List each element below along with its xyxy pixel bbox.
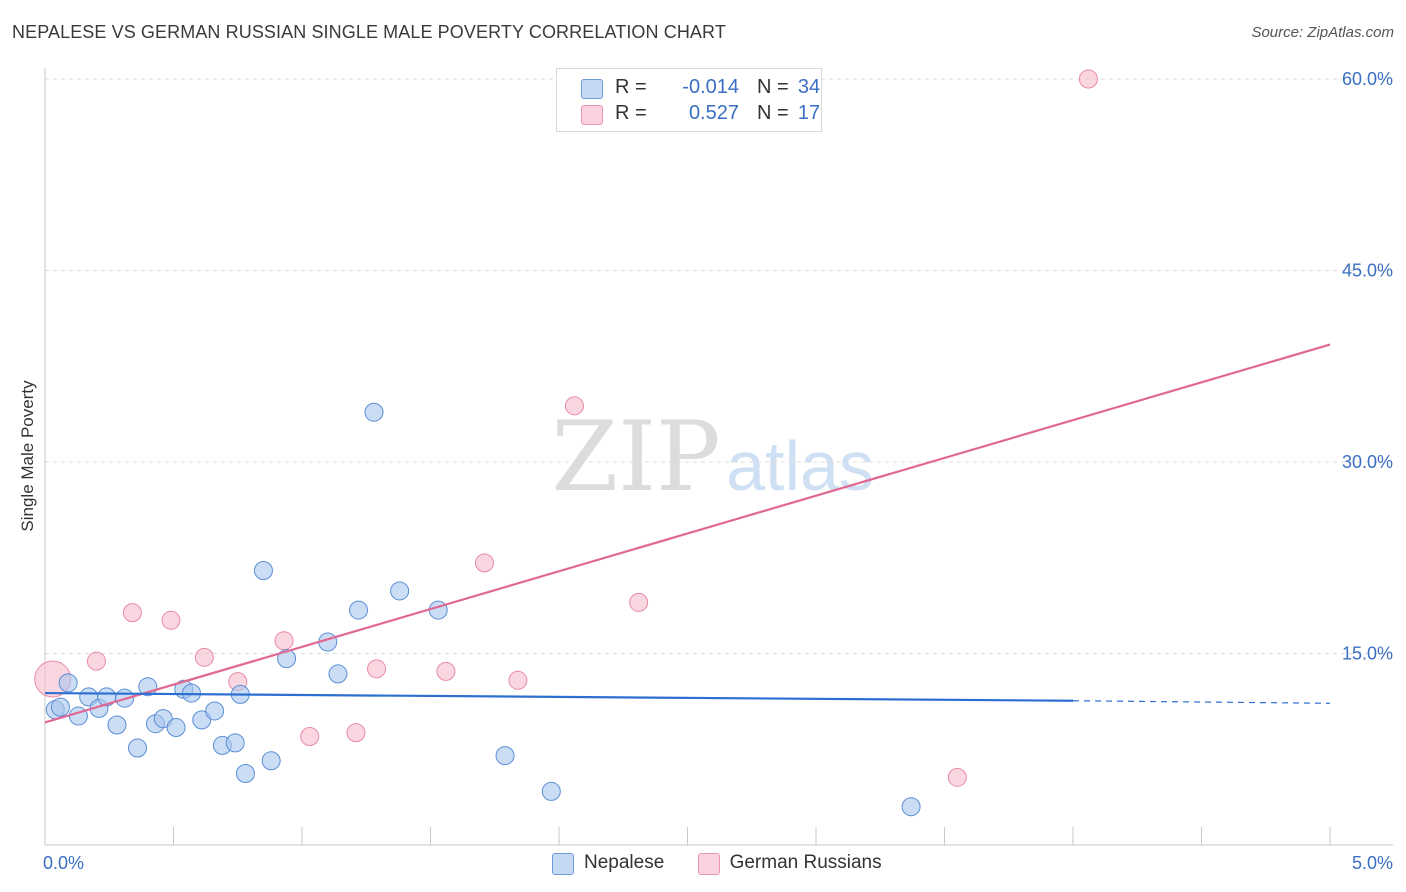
nepalese-point bbox=[261, 751, 281, 771]
nepalese-point bbox=[253, 561, 273, 581]
german-russians-point bbox=[194, 647, 214, 667]
series-legend: Nepalese German Russians bbox=[552, 852, 910, 875]
r-label: R = bbox=[615, 102, 647, 124]
german-russians-point bbox=[1078, 69, 1098, 89]
pink-swatch bbox=[697, 853, 720, 875]
legend-item-german-russians[interactable]: German Russians bbox=[697, 852, 882, 875]
nepalese-point bbox=[107, 715, 127, 735]
chart-title: NEPALESE VS GERMAN RUSSIAN SINGLE MALE P… bbox=[12, 22, 726, 42]
nepalese-point bbox=[541, 781, 561, 801]
german-russians-point bbox=[274, 631, 294, 651]
source-label: Source: ZipAtlas.com bbox=[1251, 24, 1394, 41]
n-label: N = bbox=[757, 102, 789, 124]
y-tick-label: 45.0% bbox=[1342, 261, 1393, 281]
watermark-zip: ZIP bbox=[551, 401, 720, 513]
correlation-legend: R = -0.014 N = 34 R = 0.527 N = 17 bbox=[556, 68, 822, 132]
legend-item-nepalese[interactable]: Nepalese bbox=[552, 852, 665, 875]
german-russians-point bbox=[346, 723, 366, 743]
german-russians-point bbox=[947, 767, 967, 787]
pink-swatch bbox=[581, 105, 603, 125]
n-label: N = bbox=[757, 76, 789, 98]
german-russians-point bbox=[508, 670, 528, 690]
german-russians-point bbox=[161, 610, 181, 630]
nepalese-point bbox=[205, 701, 225, 721]
y-tick-label: 15.0% bbox=[1342, 644, 1393, 664]
n-value: 34 bbox=[797, 76, 821, 98]
r-value: 0.527 bbox=[688, 102, 739, 124]
y-tick-label: 30.0% bbox=[1342, 452, 1393, 472]
german-russians-point bbox=[629, 592, 649, 612]
nepalese-point bbox=[128, 738, 148, 758]
german-russians-point bbox=[564, 396, 584, 416]
y-axis-label: Single Male Poverty bbox=[18, 380, 37, 532]
blue-swatch bbox=[552, 853, 574, 875]
nepalese-point bbox=[277, 649, 297, 669]
german-russians-point bbox=[300, 726, 320, 746]
nepalese-point bbox=[495, 746, 515, 766]
nepalese-point bbox=[390, 581, 410, 601]
blue-swatch bbox=[581, 79, 603, 99]
n-value: 17 bbox=[797, 102, 821, 124]
nepalese-point bbox=[235, 764, 255, 784]
nepalese-point bbox=[166, 718, 186, 738]
nepalese-point bbox=[58, 673, 78, 693]
nepalese-point bbox=[364, 402, 384, 422]
nepalese-point bbox=[328, 664, 348, 684]
legend-label: Nepalese bbox=[584, 852, 665, 873]
german-russians-point bbox=[436, 661, 456, 681]
watermark-atlas: atlas bbox=[726, 427, 874, 505]
nepalese-point bbox=[901, 797, 921, 817]
x-tick-label: 5.0% bbox=[1352, 853, 1393, 873]
nepalese-point bbox=[349, 600, 369, 620]
nepalese-point bbox=[428, 600, 448, 620]
german-russians-point bbox=[367, 659, 387, 679]
nepalese-point bbox=[50, 697, 70, 717]
x-tick-label: 0.0% bbox=[43, 853, 84, 873]
legend-label: German Russians bbox=[729, 852, 882, 873]
german-russians-point bbox=[122, 603, 142, 623]
nepalese-trendline-extension bbox=[1072, 700, 1331, 704]
german-russians-point bbox=[474, 553, 494, 573]
y-tick-label: 60.0% bbox=[1342, 69, 1393, 89]
nepalese-trendline bbox=[44, 691, 1074, 702]
r-label: R = bbox=[615, 76, 647, 98]
german-russians-trendline bbox=[44, 343, 1331, 724]
r-value: -0.014 bbox=[682, 76, 739, 98]
german-russians-point bbox=[86, 651, 106, 671]
nepalese-point bbox=[225, 733, 245, 753]
